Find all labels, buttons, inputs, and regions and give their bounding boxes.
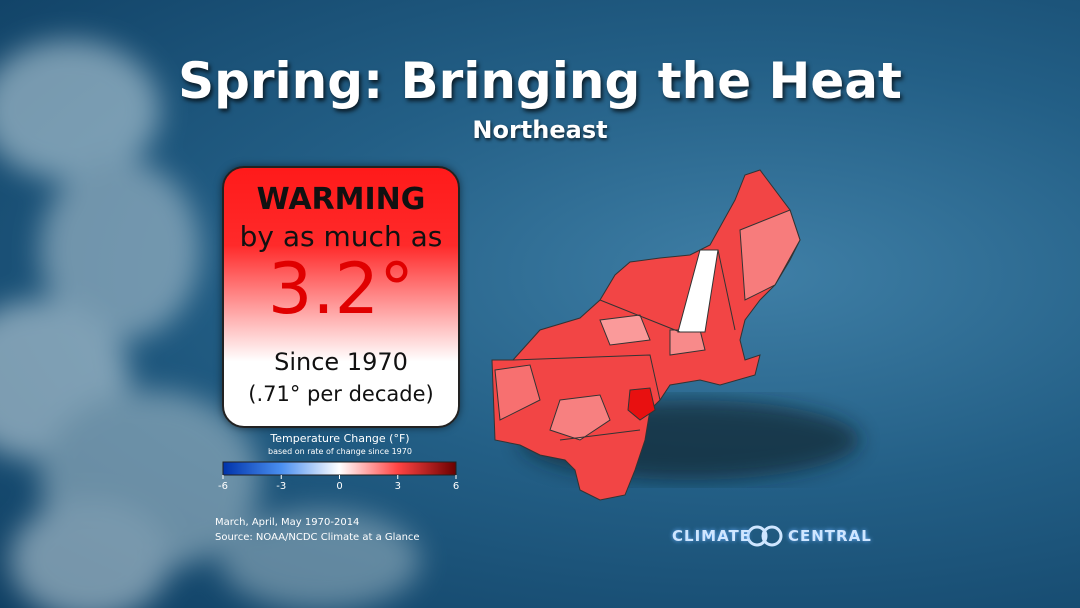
logo-mark bbox=[746, 525, 783, 547]
callout-box: WARMING by as much as 3.2° Since 1970 (.… bbox=[222, 166, 460, 428]
legend-tick-label: 3 bbox=[394, 481, 401, 492]
subtitle: Northeast bbox=[472, 116, 608, 144]
title: Spring: Bringing the Heat bbox=[178, 52, 902, 110]
footnote-period: March, April, May 1970-2014 bbox=[215, 517, 360, 528]
legend-title: Temperature Change (°F) bbox=[270, 432, 410, 445]
logo-left: CLIMATE bbox=[672, 527, 751, 545]
callout-lead: by as much as bbox=[239, 220, 443, 253]
callout-figure: 3.2° bbox=[267, 248, 415, 330]
callout-rate: (.71° per decade) bbox=[248, 382, 434, 406]
footnote-source: Source: NOAA/NCDC Climate at a Glance bbox=[215, 532, 420, 543]
logo-right: CENTRAL bbox=[788, 527, 872, 545]
legend-tick-label: -6 bbox=[218, 481, 228, 492]
legend-tick-label: 0 bbox=[336, 481, 343, 492]
region-map bbox=[491, 169, 801, 501]
legend-tick-label: 6 bbox=[452, 481, 460, 492]
callout-since: Since 1970 bbox=[274, 348, 408, 376]
blossoms bbox=[0, 40, 420, 608]
legend-tick-label: -3 bbox=[276, 481, 287, 492]
callout-headline: WARMING bbox=[256, 182, 426, 217]
color-bar bbox=[222, 461, 457, 476]
legend-subtitle: based on rate of change since 1970 bbox=[268, 447, 412, 456]
